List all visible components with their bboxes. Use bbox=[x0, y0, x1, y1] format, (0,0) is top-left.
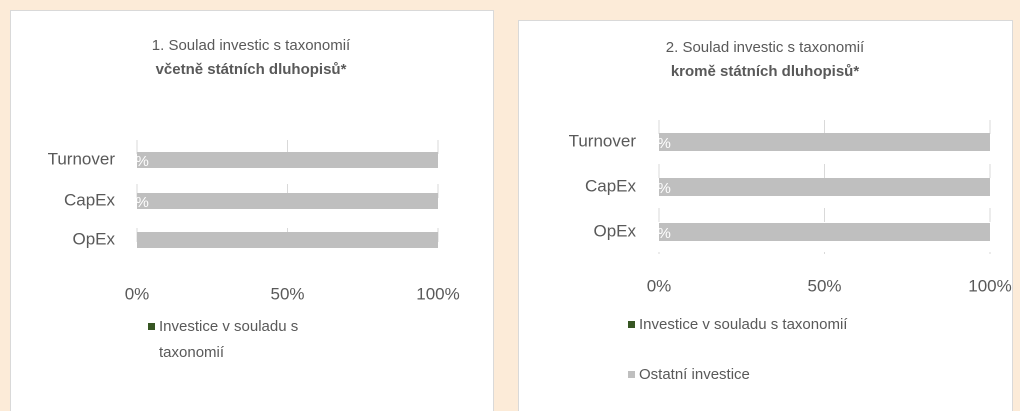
y-tick-label: OpEx bbox=[593, 221, 636, 240]
x-tick-label: 0% bbox=[647, 276, 672, 295]
bar bbox=[659, 133, 990, 151]
legend-label: Investice v souladu s taxonomií bbox=[639, 316, 848, 333]
panel bbox=[518, 20, 1013, 411]
data-label: 0% bbox=[649, 180, 671, 197]
bar bbox=[137, 232, 438, 248]
y-tick-label: OpEx bbox=[72, 229, 115, 248]
y-tick-label: Turnover bbox=[48, 149, 116, 168]
x-tick-label: 0% bbox=[125, 284, 150, 303]
legend-entry: Investice v souladu s taxonomií bbox=[639, 316, 848, 333]
chart-subtitle: včetně státních dluhopisů* bbox=[156, 61, 347, 78]
data-label: 0% bbox=[127, 194, 149, 211]
legend-entry: Ostatní investice bbox=[639, 366, 750, 383]
chart-title: 1. Soulad investic s taxonomií bbox=[152, 37, 351, 54]
y-tick-label: CapEx bbox=[64, 190, 116, 209]
chart-subtitle: kromě státních dluhopisů* bbox=[671, 63, 860, 80]
legend-swatch bbox=[148, 323, 155, 330]
data-label: 0% bbox=[649, 135, 671, 152]
legend-label: Ostatní investice bbox=[639, 366, 750, 383]
y-tick-label: CapEx bbox=[585, 176, 637, 195]
x-tick-label: 50% bbox=[807, 276, 841, 295]
x-tick-label: 100% bbox=[416, 284, 459, 303]
legend-entry: Investice v souladu s taxonomií bbox=[159, 318, 299, 361]
legend-swatch bbox=[628, 321, 635, 328]
chart-title: 2. Soulad investic s taxonomií bbox=[666, 39, 865, 56]
panel bbox=[10, 10, 494, 411]
legend-label: Investice v souladu s taxonomií bbox=[159, 318, 299, 361]
bar bbox=[659, 223, 990, 241]
bar bbox=[137, 193, 438, 209]
data-label: 0% bbox=[127, 153, 149, 170]
legend-swatch bbox=[628, 371, 635, 378]
data-label: 0% bbox=[649, 225, 671, 242]
x-tick-label: 100% bbox=[968, 276, 1011, 295]
y-tick-label: Turnover bbox=[569, 131, 637, 150]
bar bbox=[137, 152, 438, 168]
x-tick-label: 50% bbox=[270, 284, 304, 303]
bar bbox=[659, 178, 990, 196]
